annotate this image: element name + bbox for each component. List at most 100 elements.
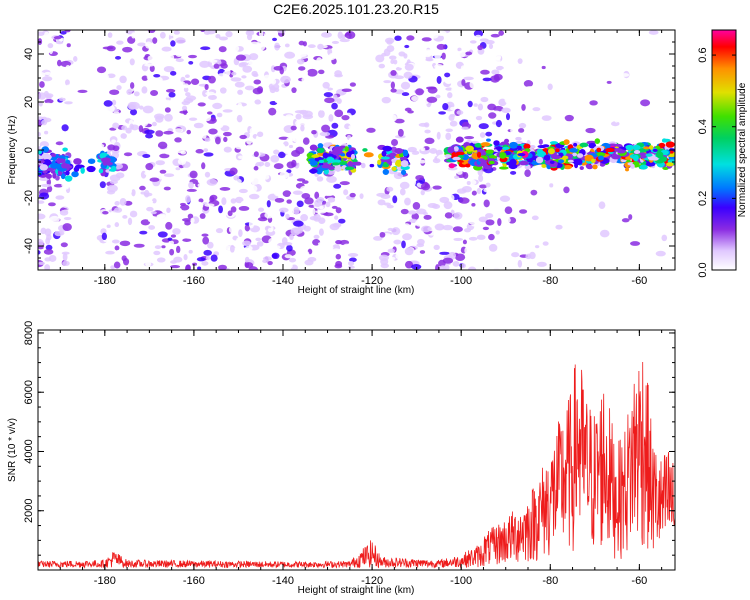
spectrogram-cell <box>61 94 67 98</box>
spectrogram-band-cell <box>524 164 531 170</box>
spectrogram-cell <box>331 102 338 110</box>
spectrogram-cell <box>335 253 342 260</box>
spectrogram-cell <box>395 252 404 260</box>
spectrogram-cell <box>408 167 415 176</box>
spectrogram-cell <box>334 70 343 77</box>
snr-x-tick-label: -160 <box>183 575 205 587</box>
spectrogram-cell <box>450 106 456 111</box>
spectrogram-cell <box>430 132 436 138</box>
spectrogram-cell <box>547 83 553 91</box>
spectrogram-cell <box>400 81 411 90</box>
spectrogram-cell <box>227 85 234 91</box>
spectrogram-cell <box>156 257 166 263</box>
spectrogram-cell <box>38 131 41 137</box>
spectrogram-cell <box>465 51 473 56</box>
spectrogram-cell <box>38 238 44 247</box>
spectrogram-cell <box>464 136 475 140</box>
spectrogram-cell <box>65 79 70 86</box>
spectrogram-cell <box>156 214 166 219</box>
spectrogram-cell <box>437 164 447 173</box>
spectrogram-cell <box>599 229 610 238</box>
spectrogram-cell <box>223 136 228 143</box>
spectrogram-cell <box>293 220 304 227</box>
spectrogram-cell <box>279 229 285 234</box>
spectrogram-cell <box>197 266 202 270</box>
spectrogram-band-cell <box>41 153 48 159</box>
spectrogram-cell <box>419 262 428 266</box>
spectrogram-cell <box>286 199 292 204</box>
spectrogram-cell <box>166 207 171 214</box>
spectrogram-cell <box>339 38 350 43</box>
spectrogram-cell <box>124 187 133 195</box>
spectrogram-cell <box>113 31 122 39</box>
spectrogram-band-cell <box>523 143 531 150</box>
spectrogram-cell <box>55 195 65 200</box>
spectrogram-cell <box>201 261 209 266</box>
spectrogram-cell <box>185 235 193 239</box>
spectrogram-cell <box>62 223 72 231</box>
spectrogram-cell <box>346 213 352 220</box>
spectrogram-cell <box>360 54 370 58</box>
spectrogram-cell <box>185 95 197 101</box>
spectrogram-cell <box>302 137 310 145</box>
spectrogram-band-cell <box>480 142 491 147</box>
spectrogram-cell <box>202 89 208 97</box>
spectrogram-cell <box>61 124 69 132</box>
spectrogram-band-cell <box>569 147 578 153</box>
spectrogram-cell <box>195 235 202 241</box>
spectrogram-cell <box>661 219 669 225</box>
spectrogram-cell <box>469 250 476 255</box>
spectrogram-cell <box>271 253 278 259</box>
spectrogram-cell <box>181 137 186 142</box>
spectrogram-cell <box>397 128 404 137</box>
spectrogram-cell <box>192 262 198 266</box>
spectrogram-cell <box>456 170 463 175</box>
spectrogram-cell <box>98 143 105 148</box>
spectrogram-cell <box>208 134 217 139</box>
spectrogram-cell <box>302 41 307 47</box>
spectrogram-cell <box>233 104 244 109</box>
spectrogram-cell <box>303 250 310 258</box>
spectrogram-cell <box>290 227 301 236</box>
spectrogram-band-cell <box>617 149 626 154</box>
spectrogram-cell <box>387 248 396 253</box>
spectrogram-cell <box>212 102 223 110</box>
spectrogram-cell <box>463 76 474 81</box>
spectrogram-cell <box>373 236 383 241</box>
spectrogram-cell <box>222 79 233 88</box>
spectrogram-band-cell <box>562 155 569 160</box>
spectrogram-band-cell <box>339 145 346 149</box>
spectrogram-cell <box>215 238 222 245</box>
spectrogram-cell <box>111 239 120 244</box>
spectrogram-cell <box>151 121 157 127</box>
spectrogram-band-cell <box>536 150 547 158</box>
spectrogram-cell <box>112 145 120 152</box>
spectrogram-cell <box>320 256 331 263</box>
spectrogram-cell <box>425 64 434 72</box>
spectrogram-cell <box>317 241 326 246</box>
spectrogram-panel: -180 -160 -140 -120 -100 -80 -60 -40 -20 0 20 40 He… <box>7 29 676 296</box>
spectrogram-cell <box>541 65 546 70</box>
spectrogram-cell <box>150 211 157 215</box>
spectrogram-y-tick-label: -20 <box>23 190 35 206</box>
spectrogram-cell <box>386 45 395 53</box>
spectrogram-cell <box>432 185 442 190</box>
spectrogram-cell <box>342 243 352 251</box>
spectrogram-cell <box>411 212 419 221</box>
spectrogram-cell <box>386 186 394 192</box>
spectrogram-x-tick-label: -100 <box>450 275 472 287</box>
spectrogram-cell <box>496 65 504 71</box>
spectrogram-cell <box>406 35 415 41</box>
spectrogram-cell <box>266 200 271 208</box>
spectrogram-cell <box>213 63 220 69</box>
spectrogram-band-cell <box>39 164 48 171</box>
spectrogram-cell <box>126 158 137 164</box>
spectrogram-cell <box>404 127 410 133</box>
spectrogram-cell <box>99 102 106 106</box>
spectrogram-cell <box>347 265 355 269</box>
spectrogram-cell <box>262 74 273 82</box>
spectrogram-cell <box>523 80 534 88</box>
spectrogram-band-cell <box>55 163 63 168</box>
spectrogram-band-cell <box>509 159 517 166</box>
spectrogram-cell <box>149 146 161 155</box>
